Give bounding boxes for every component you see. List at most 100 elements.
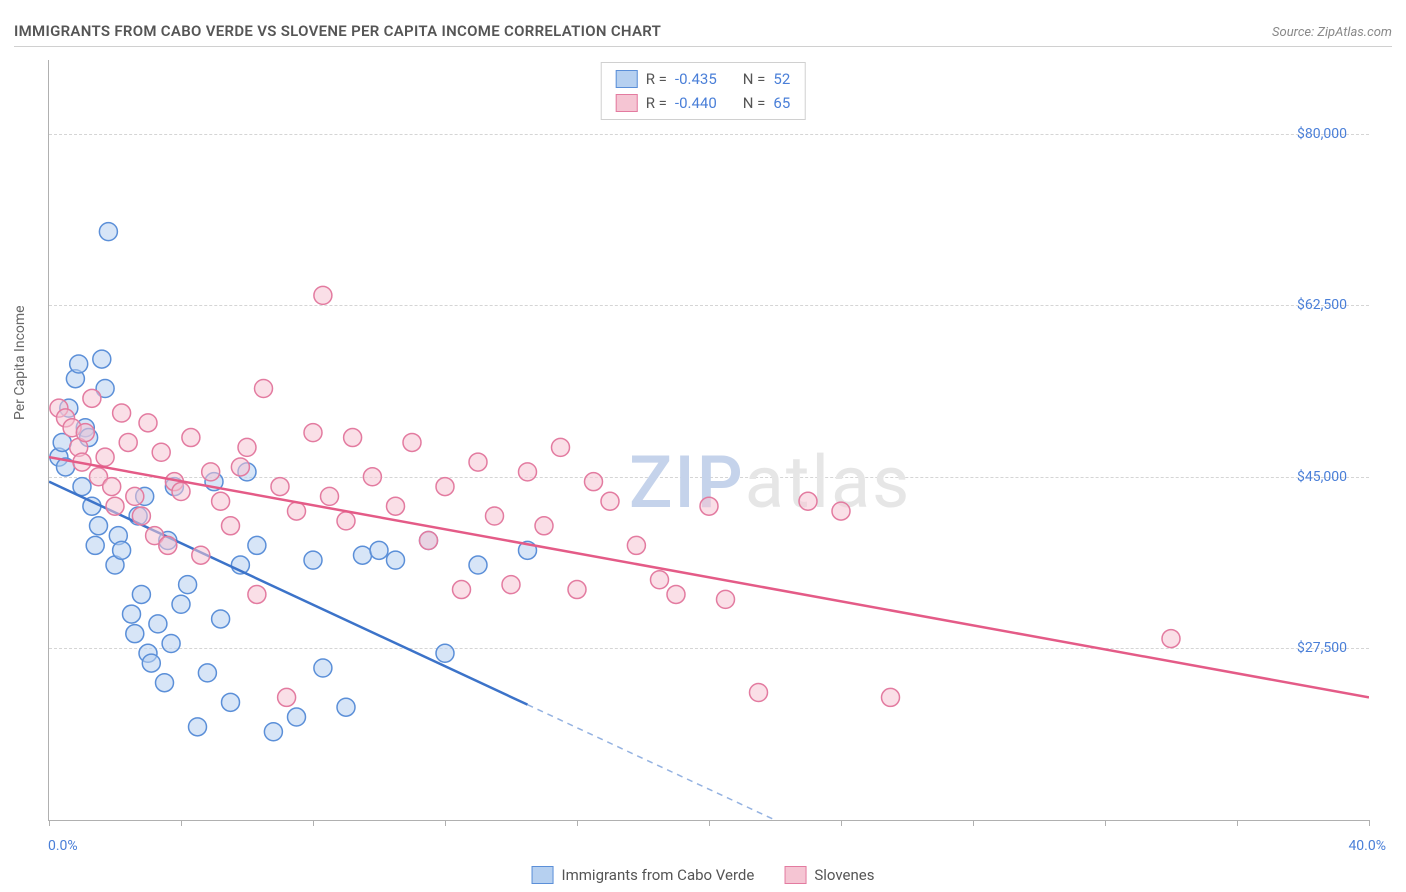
point-slovenes — [139, 414, 157, 432]
point-cabo_verde — [113, 541, 131, 559]
point-cabo_verde — [264, 723, 282, 741]
x-tick-mark — [1237, 820, 1238, 826]
y-axis-label: Per Capita Income — [12, 305, 28, 420]
point-slovenes — [344, 429, 362, 447]
swatch-slovenes — [784, 866, 806, 884]
point-slovenes — [832, 502, 850, 520]
point-slovenes — [238, 438, 256, 456]
point-slovenes — [552, 438, 570, 456]
point-slovenes — [585, 473, 603, 491]
point-slovenes — [568, 581, 586, 599]
correlation-row-2: R = -0.440 N = 65 — [616, 91, 791, 115]
point-cabo_verde — [222, 693, 240, 711]
point-cabo_verde — [189, 718, 207, 736]
x-tick-mark — [445, 820, 446, 826]
point-cabo_verde — [248, 536, 266, 554]
point-cabo_verde — [288, 708, 306, 726]
x-tick-mark — [1369, 820, 1370, 826]
point-slovenes — [717, 590, 735, 608]
point-slovenes — [96, 448, 114, 466]
point-slovenes — [601, 492, 619, 510]
n-prefix: N = — [743, 67, 766, 91]
point-slovenes — [278, 688, 296, 706]
regression-extrapolated-cabo_verde — [528, 705, 776, 820]
point-slovenes — [363, 468, 381, 486]
correlation-row-1: R = -0.435 N = 52 — [616, 67, 791, 91]
r-prefix: R = — [646, 91, 667, 115]
point-slovenes — [132, 507, 150, 525]
point-cabo_verde — [86, 536, 104, 554]
point-slovenes — [83, 389, 101, 407]
x-tick-mark — [577, 820, 578, 826]
point-cabo_verde — [123, 605, 141, 623]
swatch-cabo-verde — [532, 866, 554, 884]
point-cabo_verde — [172, 595, 190, 613]
point-slovenes — [255, 380, 273, 398]
plot-area: ZIPatlas $27,500$45,000$62,500$80,000 — [48, 60, 1369, 821]
point-slovenes — [314, 286, 332, 304]
point-cabo_verde — [387, 551, 405, 569]
point-slovenes — [882, 688, 900, 706]
x-tick-mark — [841, 820, 842, 826]
correlation-legend: R = -0.435 N = 52 R = -0.440 N = 65 — [601, 62, 806, 120]
point-slovenes — [202, 463, 220, 481]
point-cabo_verde — [354, 546, 372, 564]
chart-title: IMMIGRANTS FROM CABO VERDE VS SLOVENE PE… — [14, 22, 661, 40]
series-legend: Immigrants from Cabo Verde Slovenes — [532, 866, 875, 884]
point-slovenes — [469, 453, 487, 471]
point-slovenes — [231, 458, 249, 476]
point-slovenes — [103, 478, 121, 496]
swatch-cabo-verde — [616, 70, 638, 88]
point-slovenes — [106, 497, 124, 515]
header-bar: IMMIGRANTS FROM CABO VERDE VS SLOVENE PE… — [14, 22, 1392, 47]
point-slovenes — [152, 443, 170, 461]
x-tick-mark — [973, 820, 974, 826]
point-slovenes — [113, 404, 131, 422]
point-slovenes — [172, 482, 190, 500]
point-slovenes — [1162, 630, 1180, 648]
point-slovenes — [337, 512, 355, 530]
point-cabo_verde — [132, 585, 150, 603]
point-slovenes — [288, 502, 306, 520]
point-slovenes — [750, 684, 768, 702]
r-prefix: R = — [646, 67, 667, 91]
r-value-1: -0.435 — [675, 67, 717, 91]
point-cabo_verde — [212, 610, 230, 628]
point-slovenes — [304, 424, 322, 442]
point-cabo_verde — [314, 659, 332, 677]
n-value-2: 65 — [773, 91, 790, 115]
x-tick-mark — [1105, 820, 1106, 826]
point-cabo_verde — [179, 576, 197, 594]
point-slovenes — [486, 507, 504, 525]
point-slovenes — [271, 478, 289, 496]
point-slovenes — [321, 487, 339, 505]
point-slovenes — [212, 492, 230, 510]
point-slovenes — [700, 497, 718, 515]
point-cabo_verde — [149, 615, 167, 633]
chart-source: Source: ZipAtlas.com — [1272, 25, 1392, 40]
point-slovenes — [799, 492, 817, 510]
point-slovenes — [502, 576, 520, 594]
point-cabo_verde — [70, 355, 88, 373]
x-tick-mark — [49, 820, 50, 826]
x-axis-start: 0.0% — [48, 838, 78, 854]
point-cabo_verde — [93, 350, 111, 368]
point-slovenes — [651, 571, 669, 589]
point-cabo_verde — [126, 625, 144, 643]
swatch-slovenes — [616, 94, 638, 112]
point-slovenes — [667, 585, 685, 603]
point-slovenes — [535, 517, 553, 535]
point-slovenes — [420, 532, 438, 550]
point-cabo_verde — [370, 541, 388, 559]
legend-label-slovenes: Slovenes — [814, 866, 874, 884]
regression-line-slovenes — [49, 457, 1369, 697]
point-slovenes — [119, 433, 137, 451]
point-cabo_verde — [469, 556, 487, 574]
point-slovenes — [627, 536, 645, 554]
point-slovenes — [453, 581, 471, 599]
point-slovenes — [248, 585, 266, 603]
point-slovenes — [192, 546, 210, 564]
point-cabo_verde — [156, 674, 174, 692]
r-value-2: -0.440 — [675, 91, 717, 115]
point-slovenes — [159, 536, 177, 554]
